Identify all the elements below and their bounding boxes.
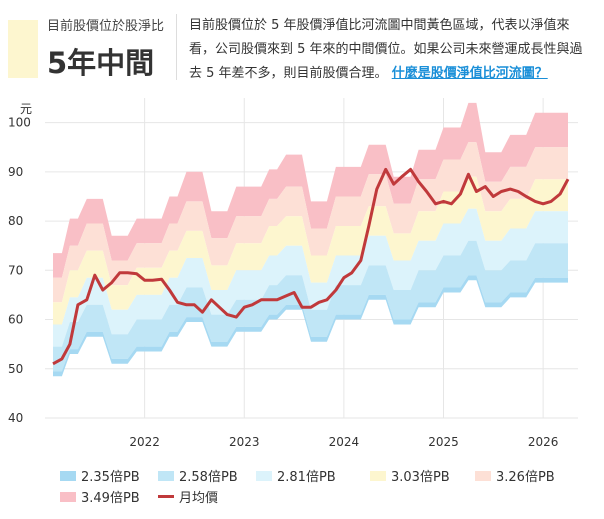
- price-line-group: [52, 167, 570, 366]
- x-tick-label: 2023: [229, 435, 260, 449]
- band-2-58pb: [53, 240, 568, 372]
- legend-item[interactable]: 2.35倍PB: [60, 466, 140, 485]
- legend-label: 3.03倍PB: [391, 470, 450, 485]
- header-value: 5年中間: [47, 46, 155, 80]
- header-color-swatch: [8, 20, 38, 78]
- y-tick-label: 100: [8, 116, 31, 130]
- y-tick-label: 80: [8, 214, 23, 228]
- x-tick-label: 2024: [329, 435, 360, 449]
- header-description: 目前股價位於 5 年股價淨值比河流圖中間黃色區域，代表以淨值來看，公司股價來到 …: [189, 14, 589, 86]
- x-tick-label: 2022: [129, 435, 160, 449]
- band-3-49pb: [53, 102, 568, 278]
- header-divider: [176, 14, 177, 80]
- legend-label: 2.58倍PB: [179, 470, 238, 485]
- y-tick-label: 40: [8, 411, 23, 425]
- legend-swatch: [475, 470, 491, 481]
- legend-item[interactable]: 3.49倍PB: [60, 487, 140, 506]
- legend-swatch: [256, 470, 272, 481]
- legend-swatch: [60, 470, 76, 481]
- band-3-03pb: [53, 176, 568, 325]
- legend-item[interactable]: 2.81倍PB: [256, 466, 336, 485]
- y-tick-label: 70: [8, 263, 23, 277]
- y-axis: 元 40 50 60 70 80 90 100: [8, 102, 32, 425]
- price-line: [52, 167, 570, 366]
- x-tick-label: 2026: [528, 435, 559, 449]
- x-tick-label: 2025: [428, 435, 459, 449]
- legend-label: 2.81倍PB: [277, 470, 336, 485]
- legend-item[interactable]: 月均價: [158, 487, 218, 506]
- header-label: 目前股價位於股淨比: [47, 19, 165, 34]
- legend-swatch: [158, 495, 174, 498]
- help-link[interactable]: 什麼是股價淨值比河流圖？: [391, 66, 548, 81]
- band-3-26pb: [53, 142, 568, 303]
- legend-label: 2.35倍PB: [81, 470, 140, 485]
- legend-swatch: [158, 470, 174, 481]
- description-text: 目前股價位於 5 年股價淨值比河流圖中間黃色區域，代表以淨值來看，公司股價來到 …: [189, 18, 583, 81]
- band-2-81pb: [53, 208, 568, 347]
- x-axis: 2022 2023 2024 2025 2026: [129, 435, 558, 449]
- legend-item[interactable]: 3.26倍PB: [475, 466, 555, 485]
- legend-item[interactable]: 2.58倍PB: [158, 466, 238, 485]
- legend-item[interactable]: 3.03倍PB: [370, 466, 450, 485]
- legend-swatch: [60, 491, 76, 502]
- legend-swatch: [370, 470, 386, 481]
- y-tick-label: 50: [8, 362, 23, 376]
- y-tick-label: 60: [8, 313, 23, 327]
- pb-river-chart: 元 40 50 60 70 80 90 100 2022 2023 2024 2025 2026: [8, 98, 578, 449]
- pb-bands: [53, 102, 568, 377]
- y-tick-label: 90: [8, 165, 23, 179]
- legend-label: 3.49倍PB: [81, 491, 140, 506]
- legend-label: 月均價: [179, 491, 219, 506]
- legend-label: 3.26倍PB: [496, 470, 555, 485]
- y-axis-unit: 元: [20, 102, 32, 116]
